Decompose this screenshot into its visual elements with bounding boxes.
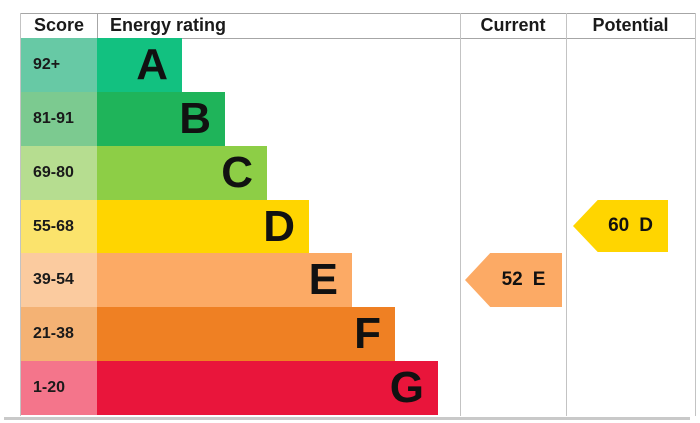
rating-bar-a: A	[97, 38, 182, 92]
table-left-border	[20, 13, 21, 416]
current-rating-value: 52	[501, 269, 523, 290]
rating-bands: 92+ A 81-91 B 69-80 C 55-68 D 39-54 E 21…	[21, 38, 695, 416]
score-range-label: 1-20	[33, 379, 66, 397]
band-row-e: 39-54 E	[21, 253, 695, 308]
score-range-label: 21-38	[33, 325, 74, 343]
score-range-label: 55-68	[33, 217, 74, 235]
band-row-b: 81-91 B	[21, 91, 695, 146]
bottom-shadow-line	[4, 417, 690, 420]
rating-bar-e: E	[97, 253, 352, 308]
rating-letter-b: B	[179, 93, 211, 143]
rating-bar-f: F	[97, 307, 395, 362]
rating-letter-f: F	[354, 309, 381, 359]
column-header-score: Score	[33, 15, 85, 35]
table-top-border	[21, 13, 695, 14]
potential-rating-band: D	[639, 215, 653, 236]
score-range-label: 92+	[33, 55, 61, 73]
rating-letter-d: D	[263, 201, 295, 251]
rating-bar-g: G	[97, 361, 438, 416]
score-range-label: 81-91	[33, 109, 74, 127]
score-range-cell-a: 92+	[21, 38, 97, 92]
column-header-energy-rating: Energy rating	[110, 15, 227, 35]
current-column-divider	[460, 13, 461, 416]
table-right-border	[695, 13, 696, 416]
score-range-cell-f: 21-38	[21, 307, 97, 362]
score-range-cell-b: 81-91	[21, 91, 97, 146]
score-range-label: 39-54	[33, 271, 74, 289]
rating-letter-g: G	[389, 363, 424, 413]
potential-rating-value: 60	[608, 215, 630, 236]
rating-bar-c: C	[97, 145, 267, 200]
score-range-cell-c: 69-80	[21, 145, 97, 200]
band-row-a: 92+ A	[21, 38, 695, 92]
rating-bar-b: B	[97, 91, 225, 146]
rating-letter-c: C	[221, 147, 253, 197]
rating-letter-a: A	[136, 39, 168, 89]
score-column-divider	[97, 13, 98, 38]
column-header-current: Current	[480, 15, 546, 35]
score-range-cell-e: 39-54	[21, 253, 97, 308]
band-row-g: 1-20 G	[21, 361, 695, 416]
band-row-c: 69-80 C	[21, 145, 695, 200]
rating-bar-d: D	[97, 199, 309, 254]
band-row-f: 21-38 F	[21, 307, 695, 362]
score-range-cell-d: 55-68	[21, 199, 97, 254]
score-range-cell-g: 1-20	[21, 361, 97, 416]
potential-column-divider	[566, 13, 567, 416]
column-header-potential: Potential	[592, 15, 669, 35]
rating-letter-e: E	[308, 255, 338, 305]
current-rating-band: E	[532, 269, 546, 290]
header-bottom-border	[21, 38, 695, 39]
score-range-label: 69-80	[33, 163, 74, 181]
band-row-d: 55-68 D	[21, 199, 695, 254]
